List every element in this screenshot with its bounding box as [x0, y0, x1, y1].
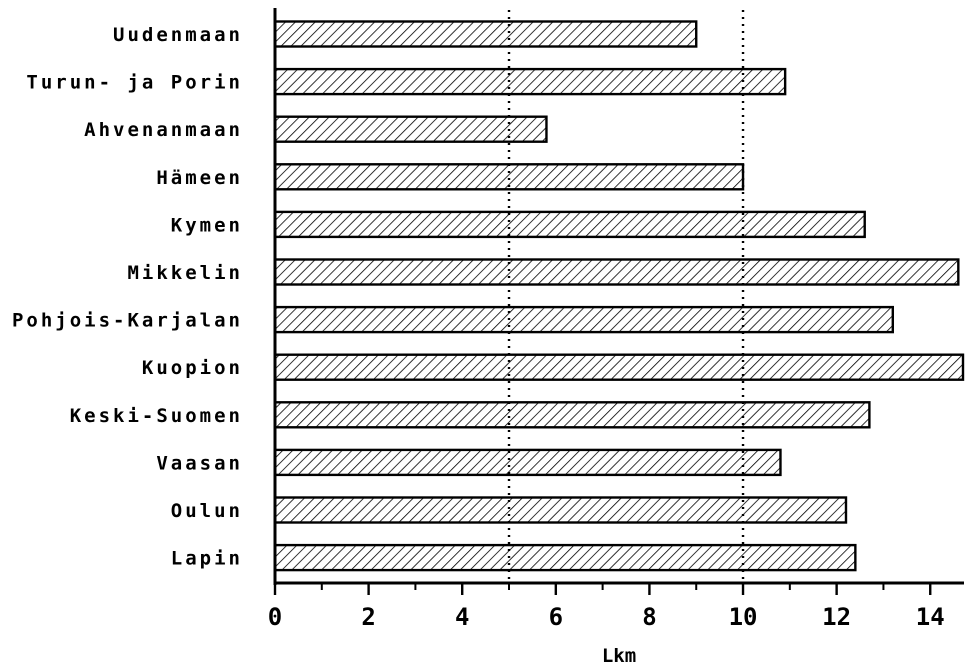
x-tick-label: 6 — [549, 603, 563, 631]
axes — [273, 8, 964, 585]
bar-kuopion — [273, 353, 965, 381]
category-label: Hämeen — [156, 167, 243, 189]
category-label: Kymen — [171, 214, 243, 236]
category-label: Oulun — [171, 500, 243, 522]
bars — [273, 20, 965, 572]
bar-vaasan — [273, 448, 782, 477]
bar-kymen — [273, 210, 866, 239]
x-ticks: 0 2 4 6 8 10 12 14 — [268, 583, 945, 631]
x-axis-title: Lkm — [602, 645, 636, 667]
bar-oulun — [273, 496, 848, 524]
bar-ahvenanmaan — [273, 115, 548, 143]
x-tick-label: 0 — [268, 603, 282, 631]
category-label: Pohjois-Karjalan — [12, 310, 243, 332]
category-label: Vaasan — [156, 452, 243, 474]
category-label: Turun- ja Porin — [26, 72, 243, 94]
bar-pohjois-karjalan — [273, 305, 894, 334]
bar-uudenmaan — [273, 20, 698, 48]
x-tick-label: 4 — [455, 603, 469, 631]
x-tick-label: 8 — [642, 603, 656, 631]
x-tick-label: 10 — [729, 603, 758, 631]
x-tick-label: 14 — [916, 603, 945, 631]
bar-hämeen — [273, 163, 745, 191]
category-label: Ahvenanmaan — [84, 119, 243, 141]
bar-keski-suomen — [273, 401, 871, 429]
x-tick-label: 2 — [361, 603, 375, 631]
category-labels: Uudenmaan Turun- ja Porin Ahvenanmaan Hämee… — [12, 24, 243, 570]
category-label: Keski-Suomen — [70, 405, 243, 427]
category-label: Uudenmaan — [113, 24, 243, 46]
x-tick-label: 12 — [822, 603, 851, 631]
bar-turun-ja-porin — [273, 67, 787, 96]
category-label: Kuopion — [142, 357, 243, 379]
category-label: Lapin — [171, 548, 243, 570]
bar-lapin — [273, 543, 857, 572]
bar-mikkelin — [273, 258, 960, 286]
reference-lines — [507, 10, 745, 583]
category-label: Mikkelin — [127, 262, 243, 284]
